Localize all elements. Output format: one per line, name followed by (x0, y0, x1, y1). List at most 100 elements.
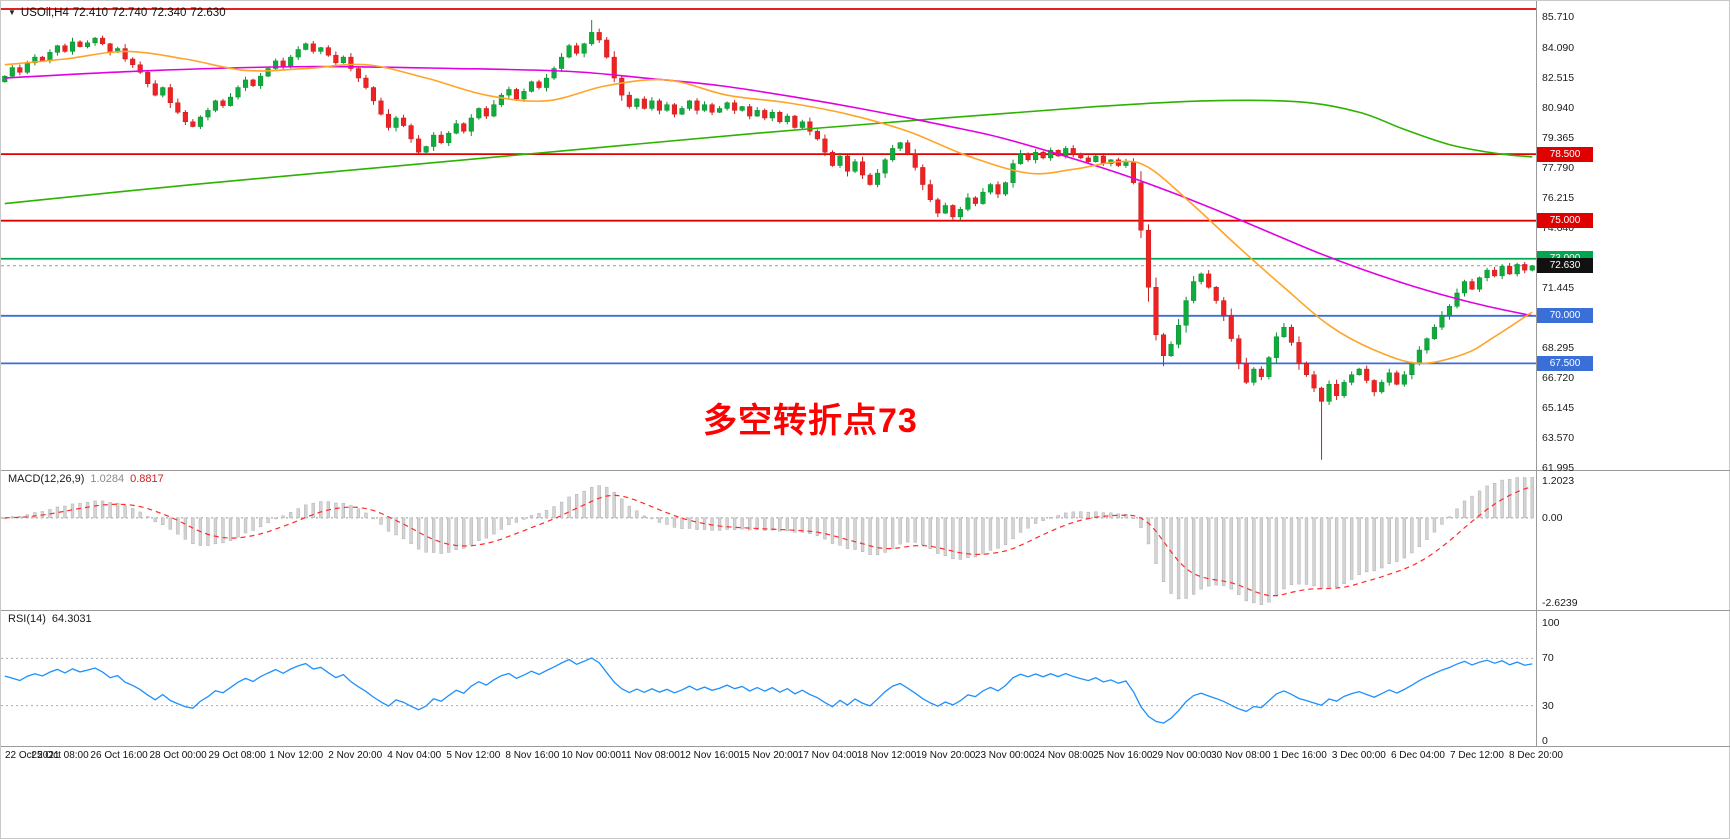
time-axis[interactable]: 22 Oct 2021 25 Oct 08:00 26 Oct 16:00 28 Oc… (1, 747, 1730, 767)
macd-bar (70, 503, 75, 519)
candle-up (717, 108, 723, 113)
macd-bar (484, 517, 488, 539)
main-chart-canvas[interactable] (1, 1, 1536, 471)
macd-bar (665, 517, 669, 525)
macd-bar (1410, 517, 1414, 554)
candle-up (1281, 326, 1287, 337)
macd-bar (823, 517, 827, 540)
macd-panel-canvas[interactable] (1, 471, 1536, 611)
macd-bar (1086, 511, 1090, 519)
candle-down (1040, 151, 1046, 159)
macd-bar (1380, 517, 1384, 569)
rsi-line (4, 657, 1533, 724)
macd-bar (785, 517, 789, 532)
macd-bar (191, 517, 195, 544)
candle-down (626, 94, 632, 107)
panel-separator[interactable] (1, 470, 1730, 471)
macd-signal-value: 0.8817 (130, 473, 164, 485)
macd-bar (1432, 517, 1437, 533)
candle-down (1078, 153, 1084, 159)
macd-title: MACD(12,26,9) (8, 473, 85, 485)
macd-bar (891, 517, 895, 549)
candle-up (701, 104, 708, 111)
macd-bar (1387, 517, 1391, 565)
macd-bar (1402, 517, 1406, 559)
macd-bar (447, 517, 451, 553)
price-axis[interactable]: 85.710 84.090 82.515 80.940 79.365 77.790 76.2… (1537, 1, 1730, 747)
macd-bar (1274, 517, 1279, 597)
candle-up (528, 81, 535, 92)
candle-up (491, 104, 497, 117)
macd-bar (1214, 517, 1218, 586)
candle-up (1529, 265, 1535, 271)
macd-bar (131, 508, 135, 519)
candle-up (1183, 300, 1189, 326)
candle-down (844, 155, 851, 172)
macd-panel-label: MACD(12,26,9) 1.0284 0.8817 (8, 473, 164, 485)
candle-up (679, 108, 685, 115)
macd-bar (567, 496, 571, 519)
panel-separator[interactable] (1, 610, 1730, 611)
candle-down (1213, 287, 1219, 301)
macd-bar (108, 502, 112, 519)
macd-bar (176, 517, 180, 535)
candle-down (1236, 338, 1242, 364)
macd-bar (379, 517, 383, 525)
rsi-panel-canvas[interactable] (1, 611, 1536, 746)
candle-up (2, 75, 8, 83)
candle-down (995, 184, 1001, 195)
macd-bar (793, 517, 797, 533)
macd-bar (63, 505, 67, 519)
macd-bar (1334, 517, 1339, 587)
macd-bar (574, 494, 579, 519)
candle-up (581, 43, 587, 54)
candle-up (1461, 281, 1468, 294)
macd-bar (1477, 490, 1482, 519)
time-label: 1 Dec 16:00 (1272, 750, 1327, 761)
candle-up (160, 87, 166, 96)
macd-bar (981, 517, 985, 555)
time-label: 30 Nov 08:00 (1211, 750, 1271, 761)
candle-down (145, 72, 151, 84)
macd-bar (1319, 517, 1324, 589)
time-label: 12 Nov 16:00 (679, 750, 740, 761)
macd-bar (1176, 517, 1181, 600)
candle-down (747, 106, 753, 117)
candle-up (852, 161, 858, 172)
macd-bar (845, 517, 850, 549)
macd-bar (1003, 517, 1008, 546)
macd-bar (183, 517, 188, 540)
price-tick: 76.215 (1542, 191, 1575, 204)
candle-up (987, 184, 994, 193)
candle-up (1191, 281, 1197, 301)
chart-title-quote: ▼ USOil,H4 72.410 72.740 72.340 72.630 (8, 7, 230, 19)
candle-up (498, 94, 504, 105)
macd-bar (732, 517, 737, 530)
candle-down (905, 142, 911, 155)
candle-down (77, 41, 83, 47)
candle-up (739, 106, 745, 111)
collapse-triangle-icon[interactable]: ▼ (8, 8, 16, 17)
macd-bar (33, 512, 37, 519)
macd-bar (770, 517, 774, 531)
macd-bar (605, 487, 609, 519)
macd-bar (936, 517, 940, 554)
time-label: 10 Nov 00:00 (561, 750, 622, 761)
macd-bar (243, 517, 248, 534)
macd-bar (1327, 517, 1331, 588)
time-label: 22 Oct 2021 (5, 750, 60, 761)
candles-layer (2, 20, 1535, 460)
macd-bar (1033, 517, 1038, 524)
macd-bar (778, 517, 782, 532)
macd-bar (860, 517, 865, 553)
macd-bar (838, 517, 842, 546)
ma-fast-orange-line (4, 50, 1533, 365)
candle-down (1085, 157, 1091, 162)
candle-down (250, 79, 256, 86)
macd-bar (492, 517, 496, 535)
macd-bar (710, 517, 714, 531)
candle-up (242, 79, 249, 88)
candle-up (288, 56, 294, 67)
macd-bar (1440, 517, 1444, 525)
macd-bar (1191, 517, 1196, 595)
